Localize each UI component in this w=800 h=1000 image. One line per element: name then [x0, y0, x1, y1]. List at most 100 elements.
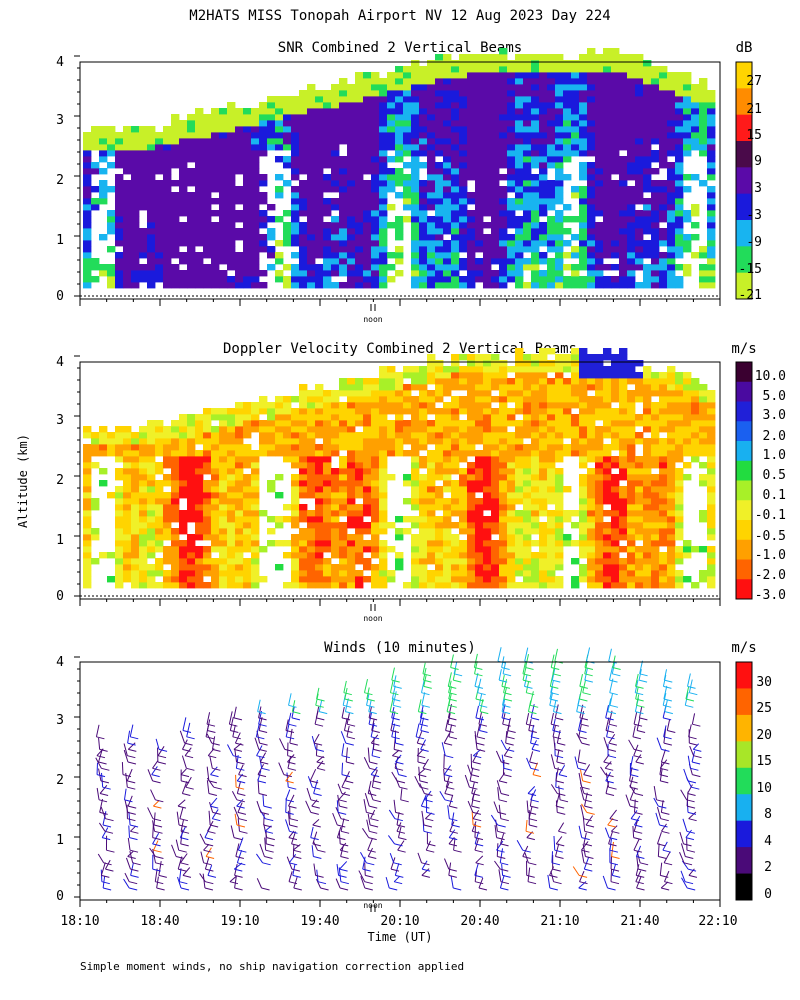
- heatmap-cell: [603, 96, 612, 103]
- heatmap-cell: [83, 576, 92, 583]
- heatmap-cell: [595, 570, 604, 577]
- heatmap-cell: [507, 438, 516, 445]
- heatmap-cell: [83, 540, 92, 547]
- heatmap-cell: [267, 486, 276, 493]
- heatmap-cell: [419, 432, 428, 439]
- heatmap-cell: [627, 462, 636, 469]
- velocity-y-tick-1: 1: [56, 533, 64, 548]
- heatmap-cell: [179, 432, 188, 439]
- heatmap-cell: [467, 372, 476, 379]
- heatmap-cell: [227, 108, 236, 115]
- heatmap-cell: [259, 120, 268, 127]
- heatmap-cell: [643, 282, 652, 289]
- heatmap-cell: [707, 432, 716, 439]
- heatmap-cell: [115, 210, 124, 217]
- heatmap-cell: [635, 132, 644, 139]
- heatmap-cell: [395, 516, 404, 523]
- heatmap-cell: [355, 210, 364, 217]
- heatmap-cell: [587, 120, 596, 127]
- heatmap-cell: [635, 552, 644, 559]
- heatmap-cell: [219, 162, 228, 169]
- heatmap-cell: [395, 258, 404, 265]
- heatmap-cell: [499, 402, 508, 409]
- heatmap-cell: [99, 186, 108, 193]
- heatmap-cell: [507, 540, 516, 547]
- heatmap-cell: [515, 204, 524, 211]
- heatmap-cell: [419, 396, 428, 403]
- heatmap-cell: [347, 462, 356, 469]
- heatmap-cell: [675, 78, 684, 85]
- heatmap-cell: [251, 192, 260, 199]
- heatmap-cell: [459, 222, 468, 229]
- heatmap-cell: [195, 258, 204, 265]
- heatmap-cell: [107, 264, 116, 271]
- heatmap-cell: [99, 552, 108, 559]
- heatmap-cell: [667, 570, 676, 577]
- heatmap-cell: [467, 132, 476, 139]
- heatmap-cell: [539, 420, 548, 427]
- heatmap-cell: [339, 264, 348, 271]
- heatmap-cell: [203, 156, 212, 163]
- heatmap-cell: [451, 108, 460, 115]
- heatmap-cell: [235, 450, 244, 457]
- heatmap-cell: [283, 96, 292, 103]
- heatmap-cell: [579, 366, 588, 373]
- heatmap-cell: [155, 438, 164, 445]
- heatmap-cell: [499, 414, 508, 421]
- heatmap-cell: [307, 444, 316, 451]
- heatmap-cell: [379, 558, 388, 565]
- heatmap-cell: [523, 192, 532, 199]
- heatmap-cell: [643, 246, 652, 253]
- heatmap-cell: [627, 540, 636, 547]
- heatmap-cell: [587, 576, 596, 583]
- heatmap-cell: [379, 180, 388, 187]
- heatmap-cell: [171, 444, 180, 451]
- heatmap-cell: [451, 462, 460, 469]
- heatmap-cell: [275, 114, 284, 121]
- heatmap-cell: [603, 582, 612, 589]
- heatmap-cell: [235, 402, 244, 409]
- heatmap-cell: [219, 420, 228, 427]
- heatmap-cell: [315, 192, 324, 199]
- heatmap-cell: [491, 546, 500, 553]
- heatmap-cell: [419, 546, 428, 553]
- heatmap-cell: [435, 516, 444, 523]
- heatmap-cell: [299, 144, 308, 151]
- heatmap-cell: [123, 186, 132, 193]
- heatmap-cell: [643, 102, 652, 109]
- heatmap-cell: [611, 108, 620, 115]
- heatmap-cell: [523, 378, 532, 385]
- heatmap-cell: [307, 570, 316, 577]
- heatmap-cell: [371, 486, 380, 493]
- heatmap-cell: [587, 540, 596, 547]
- heatmap-cell: [131, 564, 140, 571]
- heatmap-cell: [307, 420, 316, 427]
- heatmap-cell: [371, 480, 380, 487]
- heatmap-cell: [171, 438, 180, 445]
- heatmap-cell: [579, 228, 588, 235]
- heatmap-cell: [675, 282, 684, 289]
- heatmap-cell: [675, 144, 684, 151]
- heatmap-cell: [579, 432, 588, 439]
- heatmap-cell: [539, 348, 548, 355]
- heatmap-cell: [499, 546, 508, 553]
- heatmap-cell: [115, 270, 124, 277]
- heatmap-cell: [499, 150, 508, 157]
- heatmap-cell: [339, 204, 348, 211]
- heatmap-cell: [627, 132, 636, 139]
- heatmap-cell: [635, 150, 644, 157]
- heatmap-cell: [99, 144, 108, 151]
- heatmap-cell: [219, 270, 228, 277]
- colorbar-swatch: [736, 520, 752, 541]
- heatmap-cell: [83, 246, 92, 253]
- heatmap-cell: [371, 264, 380, 271]
- heatmap-cell: [699, 270, 708, 277]
- heatmap-cell: [579, 90, 588, 97]
- heatmap-cell: [531, 390, 540, 397]
- heatmap-cell: [371, 522, 380, 529]
- heatmap-cell: [283, 144, 292, 151]
- heatmap-cell: [235, 168, 244, 175]
- heatmap-cell: [443, 456, 452, 463]
- heatmap-cell: [595, 120, 604, 127]
- heatmap-cell: [115, 570, 124, 577]
